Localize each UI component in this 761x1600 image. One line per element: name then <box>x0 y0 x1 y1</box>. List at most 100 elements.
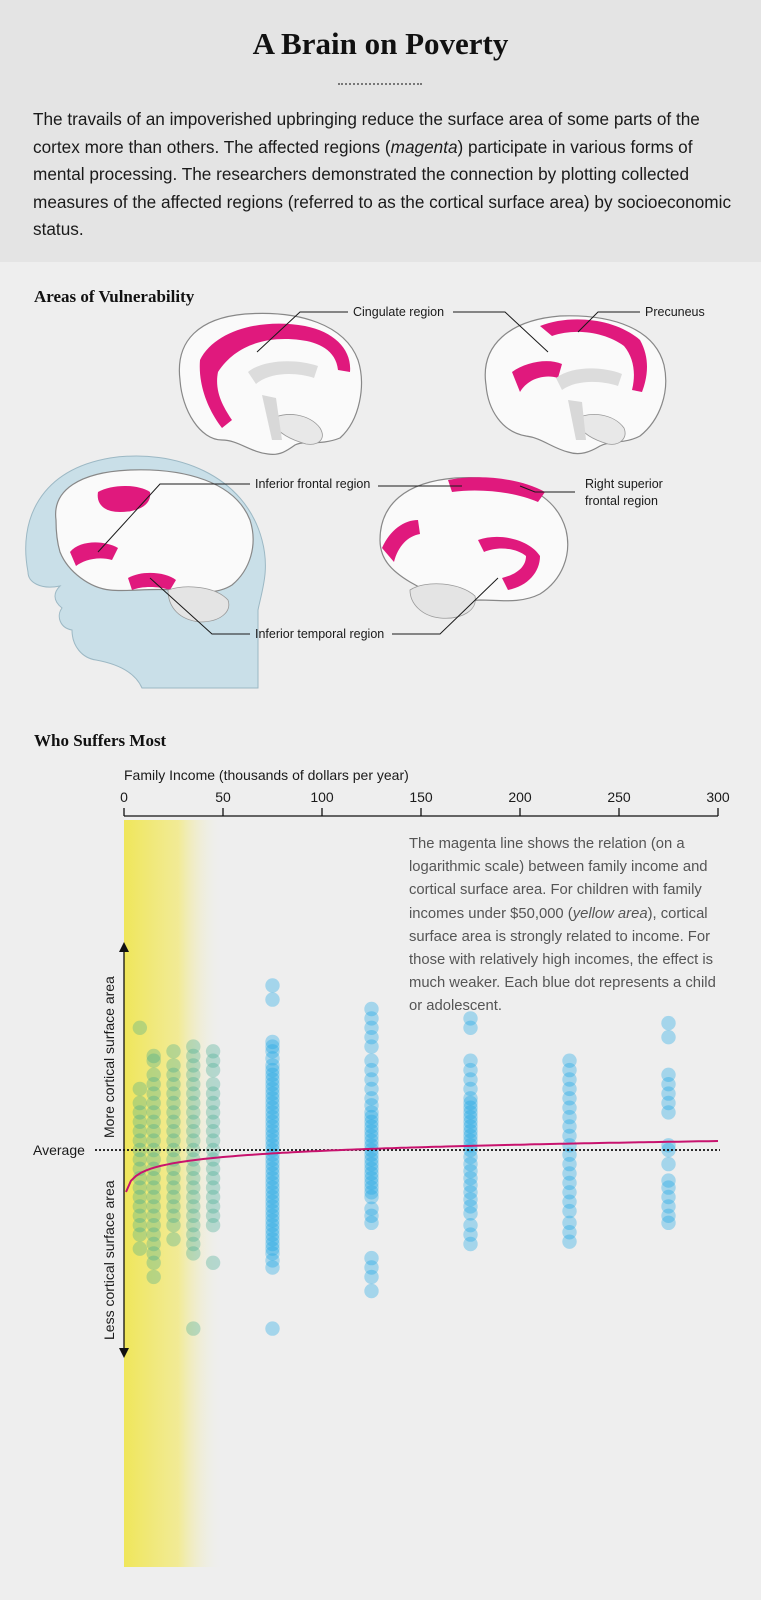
data-point <box>132 1227 148 1242</box>
data-point <box>364 1109 379 1125</box>
data-point <box>265 1034 280 1050</box>
data-point <box>265 1175 280 1191</box>
data-point <box>661 1030 676 1045</box>
y-label-less: Less cortical surface area <box>101 1180 117 1340</box>
data-point <box>132 1095 148 1111</box>
data-point <box>186 1236 201 1252</box>
y-arrow-up-icon <box>119 942 129 952</box>
data-point <box>364 1098 379 1113</box>
data-point <box>146 1067 161 1083</box>
data-point <box>186 1321 201 1336</box>
data-point <box>463 1095 478 1111</box>
x-axis-title: Family Income (thousands of dollars per … <box>124 767 409 783</box>
data-point <box>364 1030 379 1045</box>
data-point <box>186 1161 201 1177</box>
data-point <box>265 1058 280 1073</box>
data-point <box>166 1086 181 1101</box>
x-tick-label: 50 <box>215 789 231 805</box>
data-point <box>146 1152 161 1167</box>
x-tick-label: 150 <box>409 789 433 805</box>
data-point <box>562 1100 577 1115</box>
data-point <box>186 1180 201 1195</box>
data-point <box>265 1147 280 1162</box>
data-point <box>364 1283 379 1299</box>
data-point <box>265 992 280 1007</box>
data-point <box>146 1269 161 1285</box>
data-point <box>364 1011 379 1026</box>
data-point <box>265 1072 280 1087</box>
data-point <box>166 1105 181 1120</box>
data-point <box>661 1180 676 1195</box>
data-point <box>661 1067 676 1083</box>
data-point <box>364 1128 379 1144</box>
data-point <box>186 1095 201 1111</box>
intro-emphasis: magenta <box>390 136 458 157</box>
data-point <box>166 1114 181 1130</box>
data-point <box>205 1180 221 1195</box>
data-point <box>265 1194 280 1209</box>
x-axis: 0 50 100 150 200 250 300 <box>120 789 730 817</box>
data-point <box>132 1241 148 1256</box>
data-point <box>364 1152 379 1167</box>
data-point <box>146 1095 161 1111</box>
data-point <box>364 1260 379 1275</box>
data-point <box>265 1222 280 1238</box>
data-point <box>205 1053 221 1068</box>
data-point <box>265 1133 280 1148</box>
data-point <box>265 1180 280 1195</box>
data-point <box>166 1161 181 1177</box>
data-point <box>661 1086 676 1101</box>
note-emphasis: yellow area <box>572 905 648 922</box>
data-point <box>132 1208 148 1224</box>
data-point <box>364 1215 379 1231</box>
data-point <box>364 1189 379 1205</box>
data-point <box>186 1142 201 1158</box>
data-point <box>166 1199 181 1214</box>
data-point <box>661 1015 676 1031</box>
data-point <box>463 1149 478 1165</box>
data-point <box>132 1020 148 1035</box>
data-point <box>146 1236 161 1252</box>
data-point <box>364 1208 379 1224</box>
data-point <box>661 1215 676 1231</box>
data-point <box>146 1133 161 1148</box>
data-point <box>205 1218 221 1233</box>
label-inferior-temporal: Inferior temporal region <box>255 627 384 641</box>
brain-lateral-left <box>55 469 254 623</box>
data-point <box>186 1124 201 1139</box>
data-point <box>562 1166 577 1181</box>
data-point <box>463 1227 478 1242</box>
section-title-who-suffers: Who Suffers Most <box>34 731 167 750</box>
data-point <box>463 1020 478 1035</box>
data-point <box>265 1077 280 1092</box>
data-point <box>146 1227 161 1242</box>
low-income-band <box>124 820 223 1567</box>
data-point <box>146 1208 161 1224</box>
data-point <box>364 1091 379 1106</box>
data-point <box>562 1156 577 1172</box>
data-point <box>265 1213 280 1228</box>
data-point <box>166 1095 181 1111</box>
data-point <box>265 1100 280 1115</box>
data-point <box>186 1133 201 1148</box>
section-title-vulnerability: Areas of Vulnerability <box>34 287 195 306</box>
data-point <box>265 1062 280 1078</box>
data-point <box>661 1095 676 1111</box>
x-tick-label: 200 <box>508 789 532 805</box>
data-point <box>364 1250 379 1266</box>
data-point <box>166 1124 181 1139</box>
data-point <box>265 1119 280 1134</box>
brain-medial-right <box>484 315 667 455</box>
data-point <box>265 1227 280 1242</box>
data-point <box>146 1086 161 1101</box>
data-point <box>186 1105 201 1120</box>
title-divider <box>338 83 422 85</box>
data-point <box>132 1114 148 1130</box>
data-point <box>661 1189 676 1205</box>
data-point <box>186 1114 201 1130</box>
data-point <box>364 1269 379 1285</box>
income-scatter-chart: 0 50 100 150 200 250 300 Family Income (thousa… <box>33 767 730 1567</box>
data-point <box>265 1203 280 1219</box>
data-point <box>132 1171 148 1186</box>
data-point <box>463 1114 478 1130</box>
